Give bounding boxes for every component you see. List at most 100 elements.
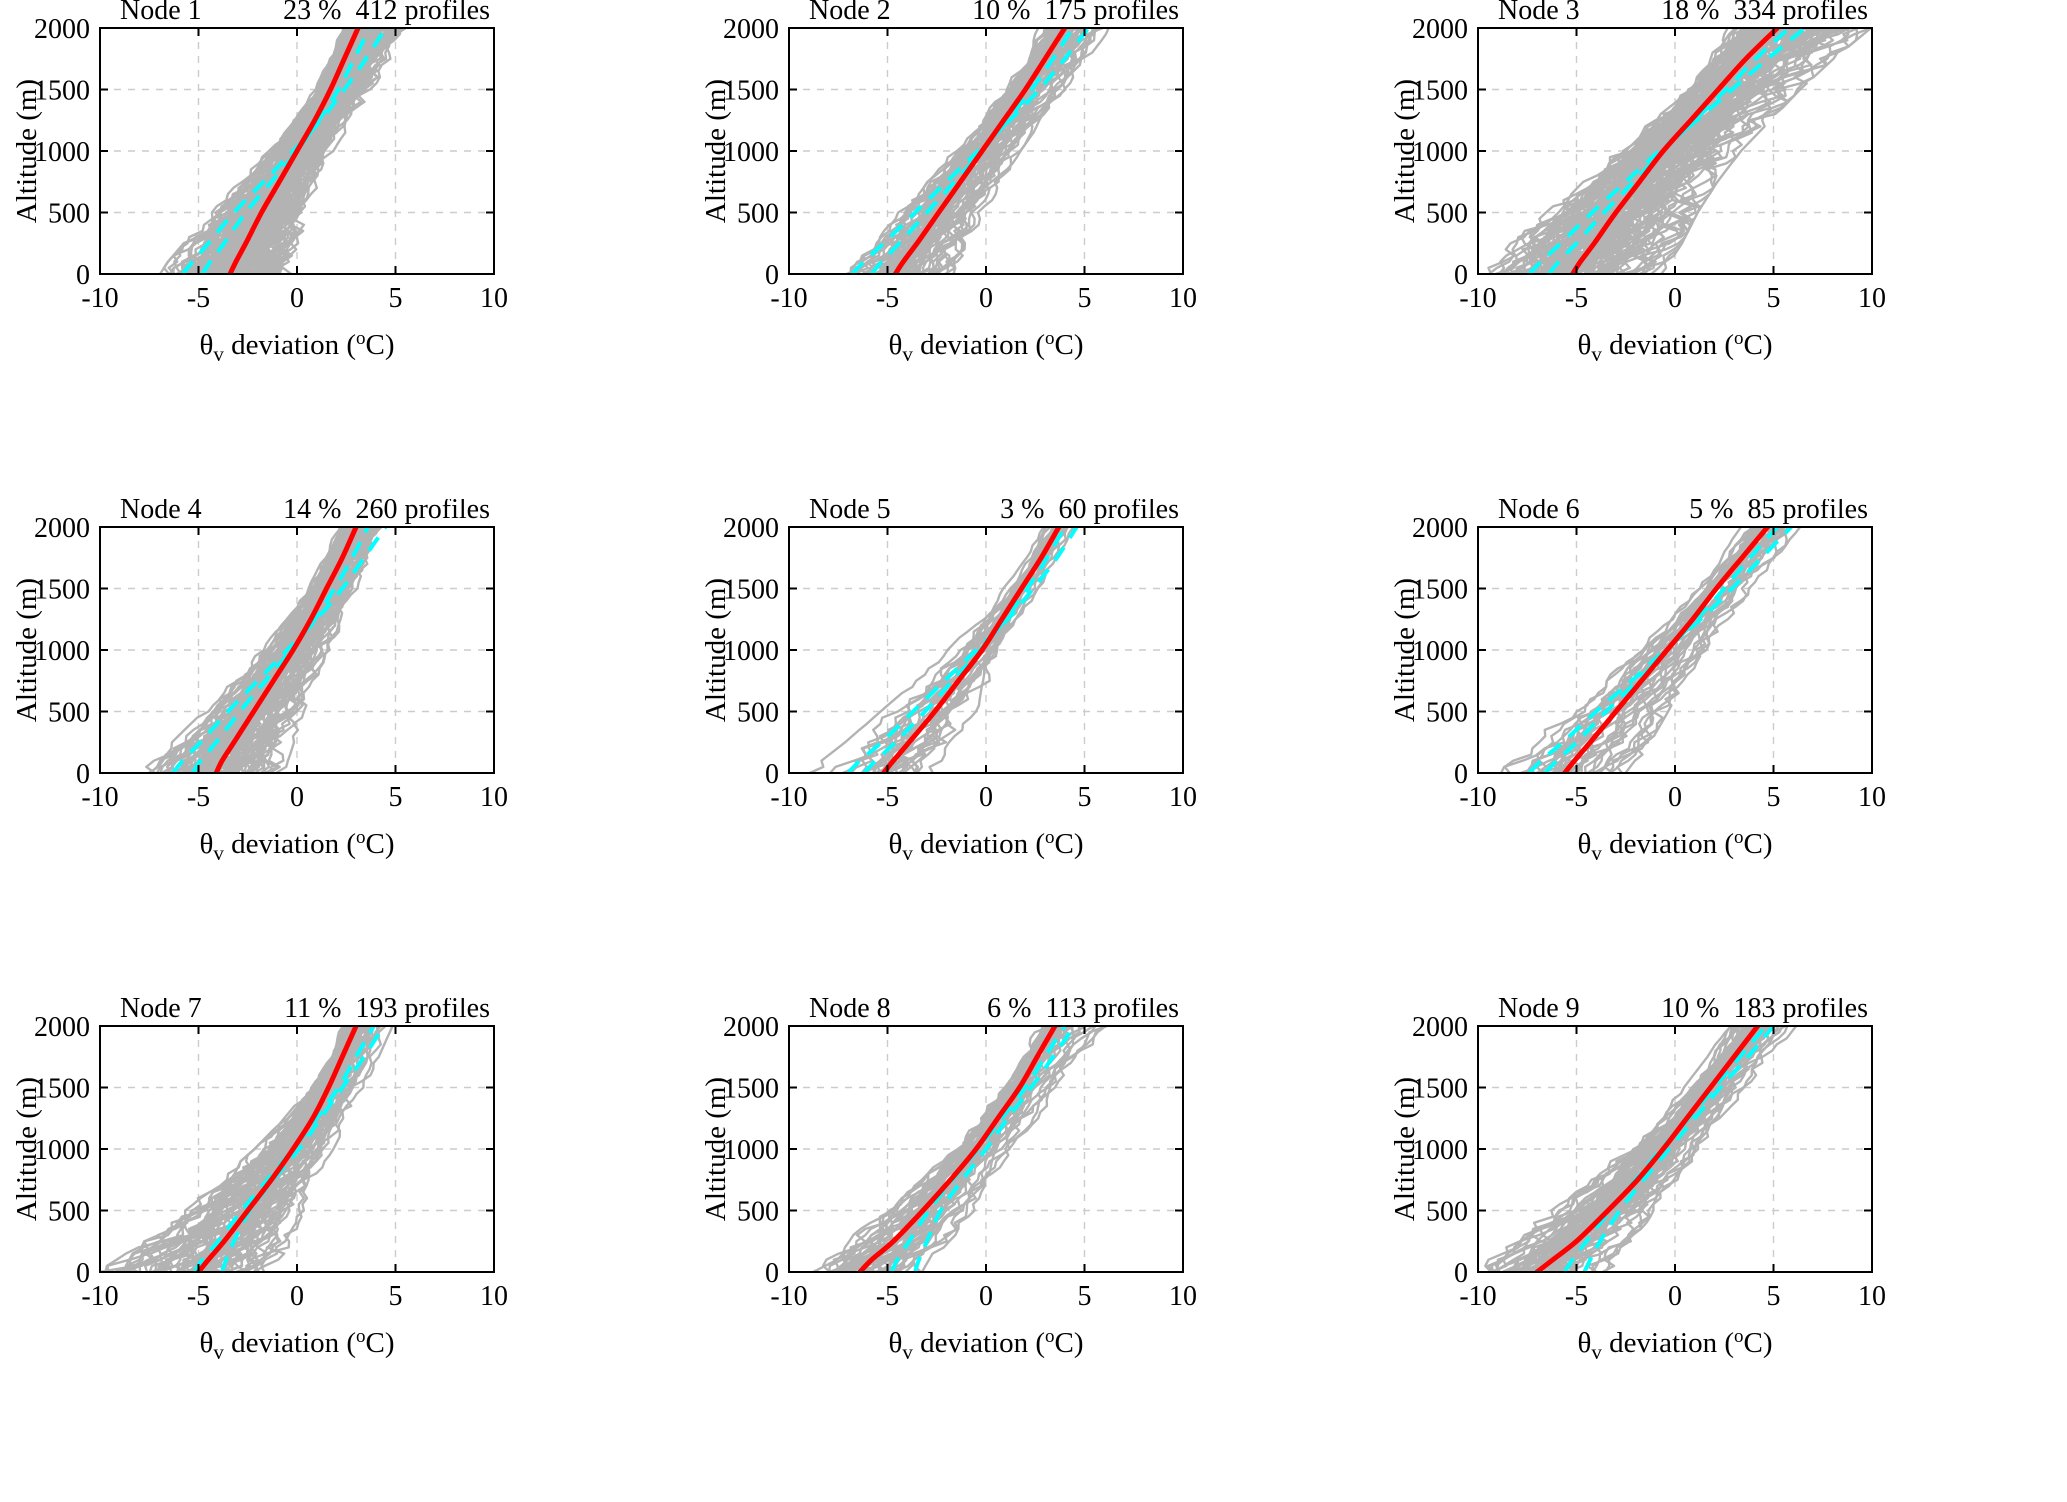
- panel-stats-label: 10 % 183 profiles: [1661, 998, 1868, 1024]
- y-tick-label: 2000: [1412, 1012, 1468, 1043]
- dashed-line-2: [171, 527, 388, 773]
- mean-profile-line: [881, 527, 1062, 773]
- y-axis-label: Altitude (m): [11, 1077, 43, 1221]
- x-tick-label: -5: [1565, 283, 1588, 314]
- y-tick-label: 500: [737, 199, 779, 230]
- y-tick-label: 0: [765, 260, 779, 291]
- axis-ticks: [788, 27, 1184, 275]
- x-tick-label: 0: [1668, 782, 1682, 813]
- y-tick-label: 500: [1426, 1197, 1468, 1228]
- x-tick-labels: -10 -5 0 5 10: [81, 1281, 508, 1312]
- panel-stats-label: 10 % 175 profiles: [972, 0, 1179, 26]
- y-tick-label: 2000: [34, 1012, 90, 1043]
- node-8-chart: -10 -5 0 5 10 0 500 1000 1500 2000 Node 8 6 % 11…: [700, 993, 1197, 1364]
- mean-profile-line: [196, 1026, 359, 1272]
- panel-stats-label: 11 % 193 profiles: [284, 998, 490, 1024]
- x-tick-labels: -10 -5 0 5 10: [81, 782, 508, 813]
- y-tick-labels: 0 500 1000 1500 2000: [34, 513, 90, 790]
- x-tick-label: -10: [1459, 283, 1496, 314]
- plot-content: [145, 527, 388, 773]
- profile-panel-node-4: -10 -5 0 5 10 0 500 1000 1500 2000 Node 4 14 % 2…: [0, 494, 689, 998]
- profiles-cloud: [159, 28, 407, 274]
- panel-node-label: Node 3: [1498, 0, 1580, 26]
- axis-ticks: [1477, 1025, 1873, 1273]
- x-tick-label: 10: [1858, 283, 1886, 314]
- axis-ticks: [788, 1025, 1184, 1273]
- dashed-line-2: [1582, 1026, 1776, 1272]
- profiles-cloud: [812, 1026, 1108, 1272]
- plot-content: [846, 28, 1110, 274]
- y-tick-label: 1500: [34, 1074, 90, 1105]
- mean-profile-line: [857, 1026, 1058, 1272]
- panel-node-label: Node 4: [120, 499, 202, 525]
- y-axis-label: Altitude (m): [1389, 1077, 1421, 1221]
- x-tick-label: 0: [1668, 1281, 1682, 1312]
- y-tick-labels: 0 500 1000 1500 2000: [723, 14, 779, 291]
- y-tick-label: 1500: [723, 76, 779, 107]
- axis-ticks: [99, 526, 495, 774]
- panel-node-label: Node 1: [120, 0, 202, 26]
- x-axis-label: θv deviation (oC): [889, 328, 1084, 366]
- y-tick-label: 500: [737, 698, 779, 729]
- profile-panel-node-2: -10 -5 0 5 10 0 500 1000 1500 2000 Node 2 10 % 1…: [689, 0, 1378, 499]
- panel-stats-label: 23 % 412 profiles: [283, 0, 490, 26]
- node-7-chart: -10 -5 0 5 10 0 500 1000 1500 2000 Node 7 11 % 1…: [11, 993, 508, 1364]
- plot-content: [809, 527, 1079, 773]
- dashed-line-2: [1527, 527, 1793, 773]
- profiles-cloud: [1487, 28, 1872, 274]
- x-tick-label: 5: [1078, 1281, 1092, 1312]
- x-tick-label: 10: [480, 283, 508, 314]
- y-tick-label: 0: [1454, 759, 1468, 790]
- x-tick-labels: -10 -5 0 5 10: [1459, 782, 1886, 813]
- dashed-line-1: [200, 28, 372, 274]
- x-tick-label: -5: [876, 782, 899, 813]
- x-tick-labels: -10 -5 0 5 10: [770, 283, 1197, 314]
- y-tick-labels: 0 500 1000 1500 2000: [1412, 1012, 1468, 1289]
- reference-dashed-lines: [181, 28, 388, 274]
- y-tick-label: 2000: [1412, 14, 1468, 45]
- y-tick-label: 0: [1454, 1258, 1468, 1289]
- y-tick-label: 1500: [1412, 76, 1468, 107]
- x-tick-label: -5: [187, 782, 210, 813]
- x-tick-label: 5: [1078, 283, 1092, 314]
- panel-stats-label: 5 % 85 profiles: [1689, 499, 1868, 525]
- x-tick-label: 5: [389, 1281, 403, 1312]
- x-axis-label: θv deviation (oC): [200, 827, 395, 865]
- y-tick-label: 0: [765, 759, 779, 790]
- x-tick-label: -5: [187, 283, 210, 314]
- mean-profile-line: [1534, 1026, 1761, 1272]
- node-6-chart: -10 -5 0 5 10 0 500 1000 1500 2000 Node 6 5 % 85…: [1389, 494, 1886, 865]
- x-axis-label: θv deviation (oC): [200, 1326, 395, 1364]
- panel-stats-label: 18 % 334 profiles: [1661, 0, 1868, 26]
- y-axis-label: Altitude (m): [700, 79, 732, 223]
- y-tick-label: 0: [765, 1258, 779, 1289]
- y-tick-label: 2000: [723, 1012, 779, 1043]
- y-tick-label: 2000: [723, 513, 779, 544]
- y-tick-label: 1000: [34, 1135, 90, 1166]
- x-tick-label: -10: [81, 782, 118, 813]
- x-tick-label: 5: [1767, 283, 1781, 314]
- axis-ticks: [1477, 27, 1873, 275]
- x-axis-label: θv deviation (oC): [1578, 827, 1773, 865]
- x-tick-label: -10: [1459, 1281, 1496, 1312]
- plot-content: [100, 1026, 394, 1272]
- profile-panel-node-6: -10 -5 0 5 10 0 500 1000 1500 2000 Node 6 5 % 85…: [1378, 494, 2067, 998]
- panel-stats-label: 3 % 60 profiles: [1000, 499, 1179, 525]
- x-tick-label: 10: [1169, 1281, 1197, 1312]
- profile-panel-node-1: -10 -5 0 5 10 0 500 1000 1500 2000 Node 1 23 % 4…: [0, 0, 689, 499]
- x-tick-label: 0: [290, 283, 304, 314]
- x-tick-label: -5: [1565, 782, 1588, 813]
- x-tick-label: 10: [1858, 782, 1886, 813]
- profile-panel-node-9: -10 -5 0 5 10 0 500 1000 1500 2000 Node 9 10 % 1…: [1378, 993, 2067, 1497]
- profile-panel-node-8: -10 -5 0 5 10 0 500 1000 1500 2000 Node 8 6 % 11…: [689, 993, 1378, 1497]
- panel-node-label: Node 8: [809, 998, 891, 1024]
- x-tick-label: 5: [389, 782, 403, 813]
- x-axis-label: θv deviation (oC): [889, 827, 1084, 865]
- y-tick-label: 1000: [723, 137, 779, 168]
- x-tick-labels: -10 -5 0 5 10: [1459, 283, 1886, 314]
- y-tick-label: 1500: [723, 1074, 779, 1105]
- x-tick-label: 10: [1858, 1281, 1886, 1312]
- y-tick-label: 2000: [34, 14, 90, 45]
- node-4-chart: -10 -5 0 5 10 0 500 1000 1500 2000 Node 4 14 % 2…: [11, 494, 508, 865]
